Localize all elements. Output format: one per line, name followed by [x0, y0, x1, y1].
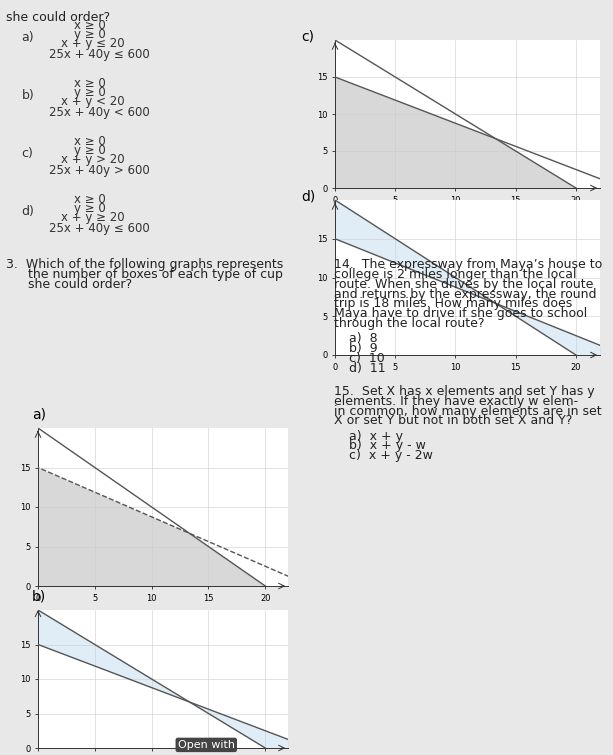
Text: and returns by the expressway, the round: and returns by the expressway, the round	[334, 288, 596, 300]
Text: Open with: Open with	[178, 740, 235, 750]
Text: a)  x + y: a) x + y	[349, 430, 403, 442]
Text: y ≥ 0: y ≥ 0	[74, 144, 105, 157]
Text: college is 2 miles longer than the local: college is 2 miles longer than the local	[334, 268, 577, 281]
Text: x ≥ 0: x ≥ 0	[74, 135, 105, 148]
Text: X or set Y but not in both set X and Y?: X or set Y but not in both set X and Y?	[334, 414, 573, 427]
Text: in common, how many elements are in set: in common, how many elements are in set	[334, 405, 602, 418]
Text: c)  10: c) 10	[349, 352, 385, 365]
Text: a): a)	[32, 408, 46, 422]
Text: x ≥ 0: x ≥ 0	[74, 19, 105, 32]
Text: route. When she drives by the local route: route. When she drives by the local rout…	[334, 278, 593, 291]
Text: y ≥ 0: y ≥ 0	[74, 86, 105, 99]
Text: y ≥ 0: y ≥ 0	[74, 28, 105, 41]
Text: she could order?: she could order?	[6, 11, 110, 24]
Text: x + y ≥ 20: x + y ≥ 20	[61, 211, 125, 224]
Text: x + y < 20: x + y < 20	[61, 95, 125, 108]
Text: 14.  The expressway from Maya’s house to: 14. The expressway from Maya’s house to	[334, 258, 603, 271]
Text: b)  9: b) 9	[349, 342, 378, 355]
Text: 3.  Which of the following graphs represents: 3. Which of the following graphs represe…	[6, 258, 283, 271]
Text: c): c)	[21, 147, 33, 160]
Text: d): d)	[21, 205, 34, 218]
Text: x + y > 20: x + y > 20	[61, 153, 125, 166]
Text: x + y ≤ 20: x + y ≤ 20	[61, 37, 125, 50]
Text: b)  x + y - w: b) x + y - w	[349, 439, 426, 452]
Text: c)  x + y - 2w: c) x + y - 2w	[349, 449, 433, 462]
Text: a)  8: a) 8	[349, 332, 378, 345]
Text: x ≥ 0: x ≥ 0	[74, 77, 105, 90]
Text: c): c)	[301, 29, 314, 44]
Text: d)  11: d) 11	[349, 362, 386, 374]
Text: through the local route?: through the local route?	[334, 317, 485, 330]
Text: 15.  Set X has x elements and set Y has y: 15. Set X has x elements and set Y has y	[334, 385, 595, 398]
Text: a): a)	[21, 31, 34, 44]
Text: the number of boxes of each type of cup: the number of boxes of each type of cup	[28, 268, 283, 281]
Text: 25x + 40y ≤ 600: 25x + 40y ≤ 600	[49, 48, 150, 60]
Text: b): b)	[21, 89, 34, 102]
Text: Maya have to drive if she goes to school: Maya have to drive if she goes to school	[334, 307, 587, 320]
Text: x ≥ 0: x ≥ 0	[74, 193, 105, 206]
Text: 25x + 40y ≤ 600: 25x + 40y ≤ 600	[49, 222, 150, 235]
Text: she could order?: she could order?	[28, 278, 132, 291]
Text: d): d)	[301, 190, 316, 204]
Text: b): b)	[32, 590, 46, 604]
Text: 25x + 40y < 600: 25x + 40y < 600	[49, 106, 150, 119]
Text: trip is 18 miles. How many miles does: trip is 18 miles. How many miles does	[334, 297, 573, 310]
Text: y ≥ 0: y ≥ 0	[74, 202, 105, 215]
Text: 25x + 40y > 600: 25x + 40y > 600	[49, 164, 150, 177]
Text: elements. If they have exactly w elem-: elements. If they have exactly w elem-	[334, 395, 578, 408]
